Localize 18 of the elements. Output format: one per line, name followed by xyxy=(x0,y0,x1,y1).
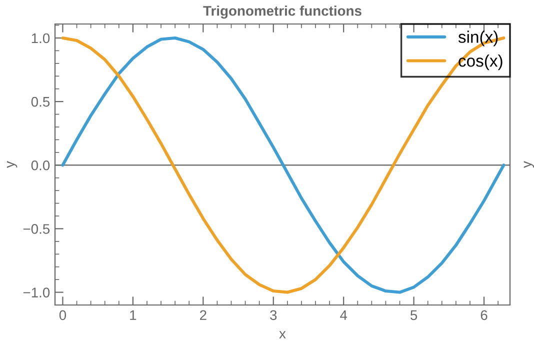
x-tick-label: 5 xyxy=(410,310,418,320)
chart-title: Trigonometric functions xyxy=(203,6,362,19)
x-axis-title: x xyxy=(279,331,286,338)
x-tick-label: 0 xyxy=(59,310,66,320)
y-tick-label: −0.5 xyxy=(23,224,50,234)
x-tick-label: 6 xyxy=(480,310,488,320)
y-tick-label: 1.0 xyxy=(32,33,50,44)
y-tick-label: 0.0 xyxy=(31,160,50,170)
x-tick-label: 4 xyxy=(340,310,348,320)
x-tick-label: 2 xyxy=(200,310,206,320)
x-tick-label: 1 xyxy=(130,310,136,320)
y-tick-label: −1.0 xyxy=(23,288,50,298)
legend-label: cos(x) xyxy=(458,54,502,70)
x-tick-label: 3 xyxy=(270,310,277,320)
legend-label: sin(x) xyxy=(458,30,498,46)
y2-axis-title: y xyxy=(524,161,534,168)
y-axis-title: y xyxy=(6,161,18,168)
y-tick-label: 0.5 xyxy=(31,96,50,107)
